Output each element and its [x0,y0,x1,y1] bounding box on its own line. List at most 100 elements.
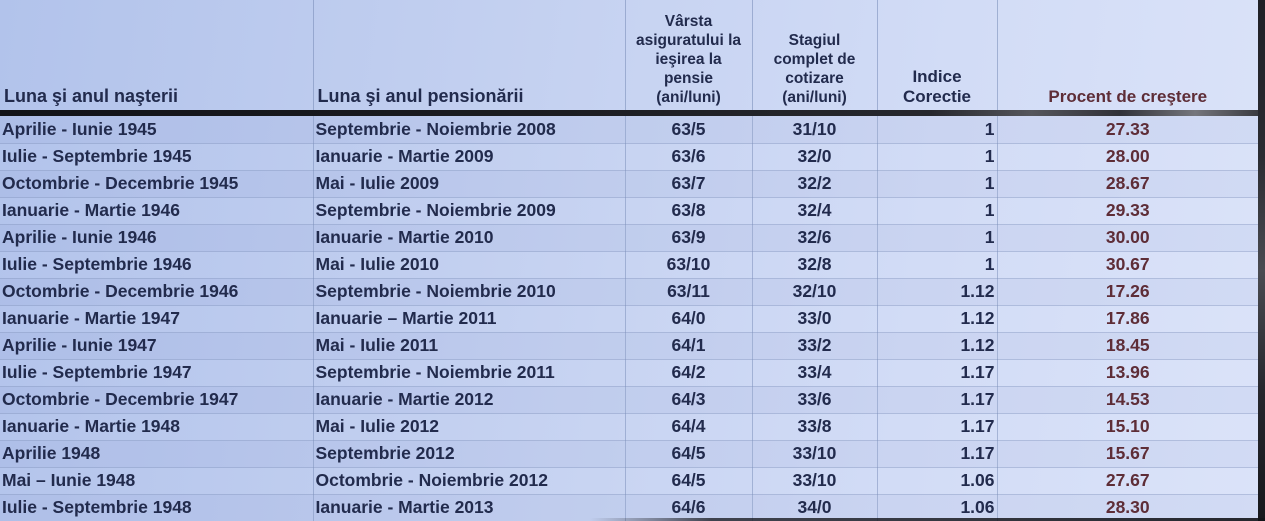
header-correction-index: Indice Corectie [876,0,998,110]
cell-retirement-age: 64/3 [625,386,753,414]
cell-retirement-age: 64/2 [625,359,753,387]
cell-correction-index: 1.06 [877,467,998,495]
cell-growth-percent: 28.00 [997,143,1258,171]
cell-correction-index: 1.12 [877,305,998,333]
cell-retirement-age: 63/9 [625,224,753,252]
cell-retirement-age: 63/7 [625,170,753,198]
cell-retirement-period: Mai - Iulie 2009 [313,170,626,198]
cell-correction-index: 1.12 [877,278,998,306]
cell-retirement-age: 63/11 [625,278,753,306]
header-retirement-period: Luna şi anul pensionării [312,0,626,110]
cell-retirement-period: Septembrie - Noiembrie 2008 [313,116,626,144]
cell-contribution-period: 32/10 [752,278,878,306]
cell-correction-index: 1.06 [877,494,998,521]
cell-contribution-period: 32/6 [752,224,878,252]
cell-correction-index: 1 [877,197,998,225]
cell-growth-percent: 18.45 [997,332,1258,360]
cell-retirement-period: Mai - Iulie 2010 [313,251,626,279]
table-row: Octombrie - Decembrie 1946 Septembrie - N… [0,278,1258,306]
cell-birth-period: Octombrie - Decembrie 1945 [0,170,314,198]
cell-retirement-period: Mai - Iulie 2012 [313,413,626,441]
cell-correction-index: 1 [877,143,998,171]
cell-birth-period: Aprilie - Iunie 1945 [0,116,314,144]
cell-growth-percent: 28.67 [997,170,1258,198]
cell-correction-index: 1 [877,170,998,198]
cell-retirement-age: 63/5 [625,116,753,144]
cell-birth-period: Aprilie 1948 [0,440,314,468]
cell-growth-percent: 15.10 [997,413,1258,441]
cell-retirement-period: Mai - Iulie 2011 [313,332,626,360]
cell-correction-index: 1.17 [877,440,998,468]
cell-retirement-period: Septembrie 2012 [313,440,626,468]
cell-contribution-period: 33/6 [752,386,878,414]
cell-contribution-period: 32/0 [752,143,878,171]
table-row: Aprilie - Iunie 1946 Ianuarie - Martie 20… [0,224,1258,252]
cell-correction-index: 1 [877,251,998,279]
header-divider-bar [0,110,1258,116]
table-row: Aprilie 1948 Septembrie 2012 64/5 33/10 1.17… [0,440,1258,468]
table-body: Aprilie - Iunie 1945 Septembrie - Noiembr… [0,110,1258,521]
table-row: Aprilie - Iunie 1945 Septembrie - Noiembr… [0,116,1258,144]
cell-contribution-period: 32/2 [752,170,878,198]
cell-retirement-age: 63/10 [625,251,753,279]
cell-retirement-period: Septembrie - Noiembrie 2009 [313,197,626,225]
header-row: Luna şi anul naşterii Luna şi anul pensi… [0,0,1258,110]
cell-retirement-age: 64/0 [625,305,753,333]
screen-right-bezel [1258,0,1265,521]
cell-growth-percent: 30.67 [997,251,1258,279]
header-growth-percent: Procent de creştere [996,0,1258,110]
header-birth-period: Luna şi anul naşterii [0,0,314,110]
cell-birth-period: Mai – Iunie 1948 [0,467,314,495]
cell-retirement-age: 63/8 [625,197,753,225]
cell-birth-period: Octombrie - Decembrie 1947 [0,386,314,414]
cell-contribution-period: 33/8 [752,413,878,441]
cell-growth-percent: 17.86 [997,305,1258,333]
screen-bottom-edge [590,518,1265,521]
table-row: Iulie - Septembrie 1947 Septembrie - Noie… [0,359,1258,387]
cell-growth-percent: 15.67 [997,440,1258,468]
cell-contribution-period: 31/10 [752,116,878,144]
table-row: Iulie - Septembrie 1946 Mai - Iulie 2010 6… [0,251,1258,279]
cell-contribution-period: 33/4 [752,359,878,387]
cell-retirement-period: Ianuarie - Martie 2012 [313,386,626,414]
cell-correction-index: 1.12 [877,332,998,360]
cell-retirement-age: 63/6 [625,143,753,171]
cell-retirement-period: Ianuarie - Martie 2009 [313,143,626,171]
cell-correction-index: 1.17 [877,386,998,414]
table-header: Luna şi anul naşterii Luna şi anul pensi… [0,0,1258,110]
cell-birth-period: Iulie - Septembrie 1945 [0,143,314,171]
table-row: Ianuarie - Martie 1947 Ianuarie – Martie … [0,305,1258,333]
cell-correction-index: 1.17 [877,413,998,441]
cell-retirement-age: 64/4 [625,413,753,441]
cell-growth-percent: 13.96 [997,359,1258,387]
cell-correction-index: 1.17 [877,359,998,387]
cell-contribution-period: 33/0 [752,305,878,333]
cell-birth-period: Iulie - Septembrie 1946 [0,251,314,279]
cell-retirement-period: Septembrie - Noiembrie 2010 [313,278,626,306]
table-row: Iulie - Septembrie 1948 Ianuarie - Martie… [0,494,1258,521]
cell-retirement-period: Ianuarie - Martie 2010 [313,224,626,252]
table-row: Mai – Iunie 1948 Octombrie - Noiembrie 20… [0,467,1258,495]
cell-correction-index: 1 [877,116,998,144]
cell-growth-percent: 28.30 [997,494,1258,521]
cell-retirement-period: Ianuarie – Martie 2011 [313,305,626,333]
cell-growth-percent: 27.67 [997,467,1258,495]
cell-contribution-period: 34/0 [752,494,878,521]
table-row: Ianuarie - Martie 1946 Septembrie - Noiem… [0,197,1258,225]
cell-contribution-period: 33/10 [752,440,878,468]
table-row: Octombrie - Decembrie 1947 Ianuarie - Mar… [0,386,1258,414]
cell-birth-period: Aprilie - Iunie 1946 [0,224,314,252]
cell-retirement-period: Ianuarie - Martie 2013 [313,494,626,521]
table-row: Aprilie - Iunie 1947 Mai - Iulie 2011 64/1… [0,332,1258,360]
table-row: Octombrie - Decembrie 1945 Mai - Iulie 20… [0,170,1258,198]
cell-growth-percent: 29.33 [997,197,1258,225]
cell-growth-percent: 17.26 [997,278,1258,306]
cell-growth-percent: 27.33 [997,116,1258,144]
cell-growth-percent: 30.00 [997,224,1258,252]
cell-birth-period: Ianuarie - Martie 1946 [0,197,314,225]
header-retirement-age: Vârsta asiguratului la ieşirea la pensie… [624,0,753,110]
cell-contribution-period: 33/2 [752,332,878,360]
cell-retirement-age: 64/5 [625,440,753,468]
cell-birth-period: Ianuarie - Martie 1948 [0,413,314,441]
